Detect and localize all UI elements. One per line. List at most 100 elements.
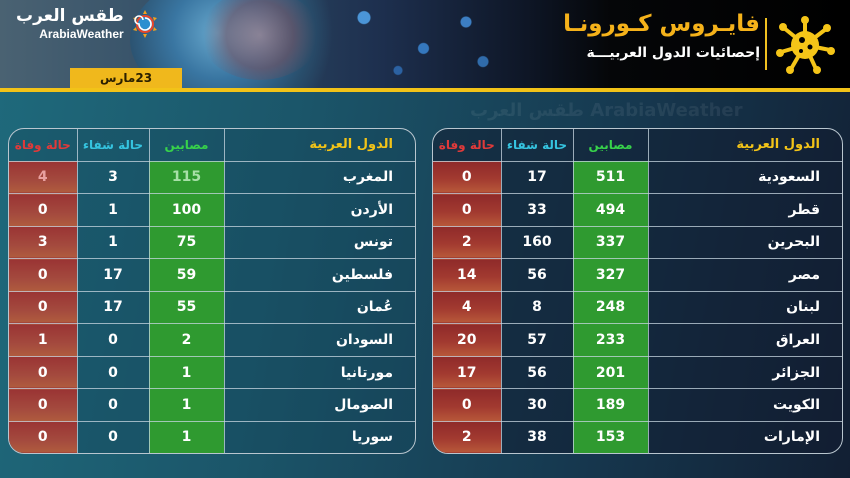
table-row: 0 17 59 فلسطين	[9, 258, 415, 292]
title-block: فايـروس كـورونـا إحصائيات الدول العربيــ…	[563, 11, 760, 62]
country-cell: الإمارات	[647, 420, 842, 453]
deaths-cell: 0	[433, 160, 502, 195]
recovered-cell: 33	[500, 193, 574, 227]
deaths-cell: 3	[9, 225, 78, 260]
recovered-cell: 17	[500, 160, 574, 195]
header-cases: مصابين	[572, 129, 649, 162]
cases-cell: 248	[572, 290, 649, 325]
header-recovered: حالة شفاء	[500, 129, 574, 162]
recovered-cell: 57	[500, 323, 574, 357]
table-row: 3 1 75 تونس	[9, 225, 415, 260]
recovered-cell: 17	[76, 290, 150, 325]
deaths-cell: 0	[9, 355, 78, 390]
arabiaweather-logo: طقس العرب ArabiaWeather	[16, 8, 160, 40]
recovered-cell: 0	[76, 355, 150, 390]
left-stats-table: حالة وفاة حالة شفاء مصابين الدول العربية…	[8, 128, 416, 454]
recovered-cell: 0	[76, 420, 150, 453]
date-badge: 23مارس	[70, 68, 182, 88]
cases-cell: 1	[148, 420, 225, 453]
table-row: 0 0 1 سوريا	[9, 420, 415, 453]
country-cell: البحرين	[647, 225, 842, 260]
virus-icon	[776, 16, 835, 74]
country-cell: الصومال	[223, 388, 415, 422]
cases-cell: 75	[148, 225, 225, 260]
deaths-cell: 2	[433, 225, 502, 260]
deaths-cell: 0	[9, 193, 78, 227]
cases-cell: 115	[148, 160, 225, 195]
table-row: 0 0 1 الصومال	[9, 388, 415, 422]
cases-cell: 59	[148, 258, 225, 292]
recovered-cell: 56	[500, 258, 574, 292]
table-row: 2 160 337 البحرين	[433, 225, 842, 260]
table-row: 1 0 2 السودان	[9, 323, 415, 357]
recovered-cell: 38	[500, 420, 574, 453]
cases-cell: 201	[572, 355, 649, 390]
country-cell: قطر	[647, 193, 842, 227]
cases-cell: 55	[148, 290, 225, 325]
deaths-cell: 4	[9, 160, 78, 195]
recovered-cell: 0	[76, 323, 150, 357]
country-cell: الكويت	[647, 388, 842, 422]
deaths-cell: 1	[9, 323, 78, 357]
deaths-cell: 0	[9, 388, 78, 422]
page-subtitle: إحصائيات الدول العربيـــة	[586, 45, 760, 62]
recovered-cell: 160	[500, 225, 574, 260]
virus-background-highlight	[200, 0, 320, 80]
deaths-cell: 14	[433, 258, 502, 292]
table-row: 14 56 327 مصر	[433, 258, 842, 292]
header-country: الدول العربية	[223, 129, 415, 162]
cases-cell: 1	[148, 388, 225, 422]
table-row: 20 57 233 العراق	[433, 323, 842, 357]
deaths-cell: 0	[9, 420, 78, 453]
table-row: 17 56 201 الجزائر	[433, 355, 842, 390]
deaths-cell: 2	[433, 420, 502, 453]
country-cell: فلسطين	[223, 258, 415, 292]
cases-cell: 511	[572, 160, 649, 195]
country-cell: سوريا	[223, 420, 415, 453]
country-cell: الأردن	[223, 193, 415, 227]
deaths-cell: 0	[433, 388, 502, 422]
recovered-cell: 56	[500, 355, 574, 390]
table-header-row: حالة وفاة حالة شفاء مصابين الدول العربية	[9, 129, 415, 162]
deaths-cell: 20	[433, 323, 502, 357]
logo-english-text: ArabiaWeather	[39, 27, 124, 41]
cases-cell: 494	[572, 193, 649, 227]
recovered-cell: 0	[76, 388, 150, 422]
deaths-cell: 0	[9, 258, 78, 292]
cases-cell: 189	[572, 388, 649, 422]
country-cell: السعودية	[647, 160, 842, 195]
recovered-cell: 3	[76, 160, 150, 195]
country-cell: العراق	[647, 323, 842, 357]
particles-background	[330, 0, 500, 88]
recovered-cell: 30	[500, 388, 574, 422]
recovered-cell: 1	[76, 193, 150, 227]
title-divider	[765, 18, 767, 70]
country-cell: الجزائر	[647, 355, 842, 390]
header-accent-bar	[0, 88, 850, 92]
header-banner: طقس العرب ArabiaWeather 23مارس فايـروس ك…	[0, 0, 850, 88]
header-recovered: حالة شفاء	[76, 129, 150, 162]
table-row: 4 8 248 لبنان	[433, 290, 842, 325]
cases-cell: 337	[572, 225, 649, 260]
header-country: الدول العربية	[647, 129, 842, 162]
country-cell: المغرب	[223, 160, 415, 195]
table-row: 0 17 511 السعودية	[433, 160, 842, 195]
cases-cell: 1	[148, 355, 225, 390]
right-stats-table: حالة وفاة حالة شفاء مصابين الدول العربية…	[432, 128, 843, 454]
cases-cell: 327	[572, 258, 649, 292]
deaths-cell: 0	[433, 193, 502, 227]
sun-swirl-icon	[132, 10, 157, 38]
header-cases: مصابين	[148, 129, 225, 162]
recovered-cell: 8	[500, 290, 574, 325]
table-row: 2 38 153 الإمارات	[433, 420, 842, 453]
page-title: فايـروس كـورونـا	[563, 11, 760, 37]
table-row: 0 30 189 الكويت	[433, 388, 842, 422]
table-row: 0 0 1 مورتانيا	[9, 355, 415, 390]
table-row: 4 3 115 المغرب	[9, 160, 415, 195]
cases-cell: 2	[148, 323, 225, 357]
table-header-row: حالة وفاة حالة شفاء مصابين الدول العربية	[433, 129, 842, 162]
country-cell: السودان	[223, 323, 415, 357]
header-deaths: حالة وفاة	[433, 129, 502, 162]
recovered-cell: 1	[76, 225, 150, 260]
country-cell: عُمان	[223, 290, 415, 325]
